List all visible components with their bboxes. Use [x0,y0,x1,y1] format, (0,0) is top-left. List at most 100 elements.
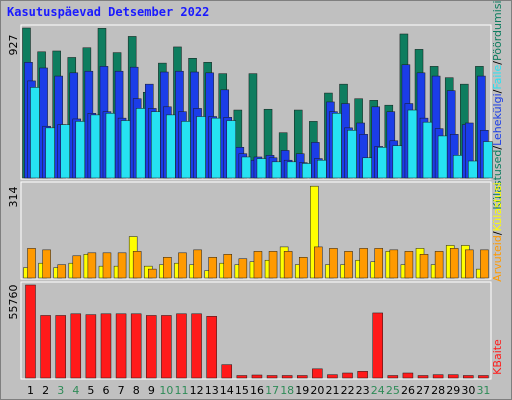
bar-kbaite-7 [115,313,127,379]
bar-arvuteid-1 [27,248,36,279]
bar-kbaite-8 [130,313,142,379]
bar-p-rdumisi-20 [317,159,327,179]
y-max-label-panel-3: 55760 [7,285,20,320]
legend-panel-3: KBaite [491,339,504,375]
x-tick-label-21: 21 [325,384,339,397]
bar-p-rdumisi-16 [256,158,267,179]
x-tick-label-22: 22 [341,384,355,397]
bar-arvuteid-17 [268,251,278,279]
bar-arvuteid-27 [419,254,429,279]
bar-arvuteid-7 [117,252,127,279]
chart-title: Kasutuspäevad Detsember 2022 [7,5,209,19]
legend-item: Lehekülgi [491,93,504,146]
bar-kbaite-16 [251,374,263,379]
bar-arvuteid-13 [208,257,217,279]
legend-item: / [491,146,504,150]
bar-kbaite-11 [176,313,187,379]
bar-kbaite-10 [161,315,172,379]
bar-p-rdumisi-21 [332,113,342,179]
bar-p-rdumisi-18 [286,161,297,179]
bar-p-rdumisi-22 [347,130,357,179]
bar-p-rdumisi-7 [120,120,131,179]
bar-p-rdumisi-26 [407,109,418,179]
bar-kbaite-12 [191,313,202,379]
bar-arvuteid-28 [434,251,444,279]
bar-kbaite-13 [206,316,217,379]
bar-arvuteid-25 [389,249,399,279]
x-tick-label-2: 2 [42,384,49,397]
x-tick-label-7: 7 [118,384,125,397]
legend-item: / [491,61,504,65]
bar-p-rdumisi-10 [166,114,176,179]
x-tick-label-14: 14 [220,384,234,397]
bar-kbaite-17 [266,375,278,379]
bar-kbaite-14 [221,364,233,379]
bar-p-rdumisi-24 [377,147,387,179]
bar-arvuteid-10 [163,257,172,279]
bar-p-rdumisi-13 [211,117,221,179]
bar-arvuteid-11 [178,252,187,279]
x-tick-label-28: 28 [431,384,445,397]
x-tick-label-4: 4 [72,384,79,397]
bar-arvuteid-23 [359,248,368,279]
x-tick-label-13: 13 [205,384,219,397]
y-max-label-panel-1: 927 [7,35,20,56]
bar-kbaite-24 [372,312,383,379]
bar-p-rdumisi-6 [105,113,116,179]
x-tick-label-9: 9 [148,384,155,397]
bar-p-rdumisi-2 [45,127,55,179]
x-tick-label-23: 23 [356,384,370,397]
bar-kbaite-1 [25,284,36,379]
bar-kbaite-9 [146,315,157,379]
bar-p-rdumisi-28 [437,135,448,179]
x-tick-label-29: 29 [446,384,460,397]
x-tick-label-12: 12 [190,384,204,397]
bar-arvuteid-2 [42,249,51,279]
legend-item: / [491,89,504,93]
bar-kbaite-29 [447,374,459,379]
bar-arvuteid-5 [87,252,97,279]
bar-arvuteid-3 [57,264,66,279]
bar-p-rdumisi-9 [151,111,161,179]
bar-arvuteid-24 [374,248,383,279]
bar-kbaite-2 [40,315,51,379]
x-tick-label-15: 15 [235,384,249,397]
legend-item: Faile [491,64,504,89]
bar-kbaite-18 [281,375,293,379]
bar-kbaite-15 [236,375,248,379]
bar-arvuteid-22 [344,251,353,279]
bar-arvuteid-18 [283,251,293,279]
x-tick-label-25: 25 [386,384,400,397]
bar-kbaite-30 [463,375,474,379]
x-tick-label-31: 31 [476,384,490,397]
legend-item: Külastused [491,150,504,210]
legend-item: Arvuteid [491,235,504,282]
bar-p-rdumisi-17 [271,161,282,179]
x-tick-label-11: 11 [175,384,189,397]
bar-arvuteid-6 [102,252,112,279]
legend-item: Külastusi [491,182,504,231]
bar-kbaite-26 [402,372,414,379]
legend-item: / [491,231,504,235]
bar-p-rdumisi-27 [422,121,433,179]
bar-arvuteid-21 [329,248,338,279]
bar-p-rdumisi-12 [196,116,206,179]
bar-arvuteid-12 [193,249,202,279]
bar-p-rdumisi-5 [90,114,101,179]
bar-p-rdumisi-1 [30,87,40,179]
bar-kbaite-25 [387,375,399,379]
x-tick-label-8: 8 [133,384,140,397]
legend-panel-1: Külastused/Lehekülgi/Faile/Pöördumisi [491,1,504,210]
x-tick-label-24: 24 [371,384,385,397]
x-tick-label-6: 6 [103,384,110,397]
x-tick-label-26: 26 [401,384,415,397]
bar-kbaite-19 [296,375,308,379]
bar-arvuteid-19 [298,257,308,279]
bar-arvuteid-26 [404,251,414,279]
bar-p-rdumisi-31 [483,141,493,179]
bar-p-rdumisi-25 [392,145,403,179]
legend-item: Pöördumisi [491,1,504,61]
x-tick-label-27: 27 [416,384,430,397]
bar-p-rdumisi-19 [301,163,312,179]
bar-arvuteid-15 [238,258,248,279]
